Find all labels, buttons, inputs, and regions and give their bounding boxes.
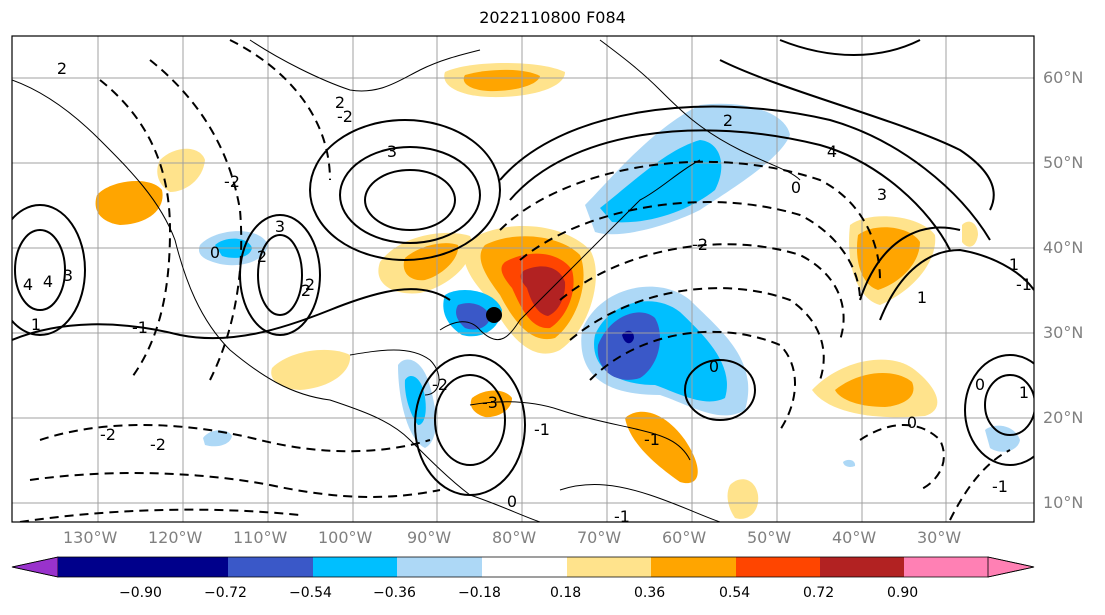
lat-label-40n: 40°N: [1043, 238, 1084, 257]
warm-anomaly-caribbean: [470, 390, 512, 418]
warm-anomaly-hudson-core: [463, 69, 540, 92]
lon-label-120w: 120°W: [148, 528, 203, 547]
colorbar-bin: [820, 557, 904, 577]
colorbar-tick: 0.54: [719, 585, 751, 601]
coastlines: [12, 39, 801, 522]
map-frame: [11, 35, 1035, 523]
colorbar-bin: [904, 557, 988, 577]
lon-label-90w: 90°W: [407, 528, 452, 547]
lon-label-40w: 40°W: [832, 528, 877, 547]
lon-label-30w: 30°W: [917, 528, 962, 547]
cool-anomaly-southeast-core: [456, 303, 490, 330]
warm-anomaly-east-atlantic-core: [835, 372, 914, 407]
colorbar-bin: [143, 557, 228, 577]
lat-label-20n: 20°N: [1043, 408, 1084, 427]
lat-label-50n: 50°N: [1043, 153, 1084, 172]
warm-anomaly-pacific-nw: [95, 180, 163, 225]
warm-anomaly-south-atl: [727, 479, 759, 519]
colorbar-tick: 0.90: [887, 585, 919, 601]
lat-label-30n: 30°N: [1043, 323, 1084, 342]
colorbar-bin: [482, 557, 567, 577]
colorbar-tick: −0.90: [119, 585, 162, 601]
cool-anomaly-east: [985, 425, 1020, 452]
contours-solid: [12, 39, 1034, 496]
colorbar-tick: 0.18: [550, 585, 582, 601]
lon-label-130w: 130°W: [63, 528, 118, 547]
lon-label-100w: 100°W: [318, 528, 373, 547]
lon-label-80w: 80°W: [492, 528, 537, 547]
lon-label-110w: 110°W: [233, 528, 288, 547]
colorbar-bin: [651, 557, 736, 577]
anomaly-shading: [95, 63, 1020, 519]
colorbar-bin: [736, 557, 820, 577]
colorbar-tick: −0.36: [373, 585, 416, 601]
colorbar-bin: [58, 557, 143, 577]
warm-anomaly-us-east-core: [520, 266, 566, 316]
map-title: 2022110800 F084: [479, 8, 626, 27]
colorbar-tick: −0.54: [289, 585, 332, 601]
colorbar-outline: [11, 556, 1035, 578]
contours-dashed: [19, 39, 1011, 522]
cool-anomaly-small: [843, 459, 856, 467]
cool-anomaly-atlantic-core: [597, 312, 660, 380]
cool-anomaly-central-america-core: [404, 376, 426, 425]
colorbar: [11, 556, 1035, 578]
colorbar-tick: 0.72: [803, 585, 835, 601]
warm-anomaly-azores: [962, 221, 978, 247]
warm-anomaly-pacific-nw-2: [157, 148, 205, 192]
warm-anomaly-mid-atlantic-core: [856, 227, 920, 290]
cool-anomaly-pacific: [203, 430, 232, 447]
colorbar-bin: [228, 557, 313, 577]
lon-label-70w: 70°W: [577, 528, 622, 547]
colorbar-tick: −0.72: [204, 585, 247, 601]
graticule: [12, 36, 1034, 522]
colorbar-bin: [313, 557, 397, 577]
colorbar-extend-low: [11, 556, 59, 578]
warm-anomaly-great-lakes-core: [403, 243, 459, 281]
warm-anomaly-mexico: [271, 349, 351, 390]
lat-label-60n: 60°N: [1043, 68, 1084, 87]
lon-label-60w: 60°W: [662, 528, 707, 547]
lon-label-50w: 50°W: [747, 528, 792, 547]
cool-anomaly-atlantic-min: [622, 330, 634, 344]
warm-anomaly-antilles: [625, 411, 698, 484]
colorbar-bin: [567, 557, 651, 577]
dot-marker: [486, 307, 502, 323]
colorbar-tick: 0.36: [634, 585, 666, 601]
colorbar-bin: [397, 557, 482, 577]
lat-label-10n: 10°N: [1043, 493, 1084, 512]
colorbar-extend-high: [987, 556, 1035, 578]
colorbar-tick: −0.18: [458, 585, 501, 601]
